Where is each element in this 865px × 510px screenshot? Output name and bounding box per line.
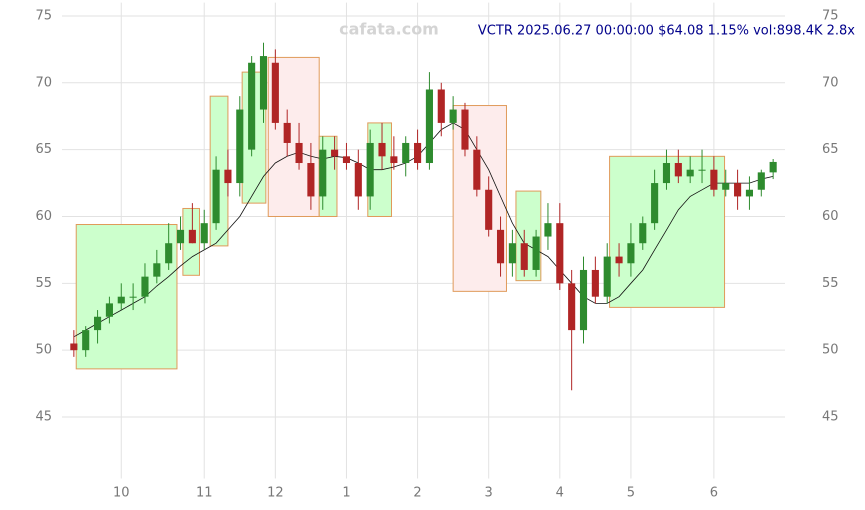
candle-body [473, 149, 481, 190]
candle-body [82, 330, 90, 351]
candle-body [686, 169, 694, 177]
moving-average [73, 122, 774, 338]
candle-body [710, 169, 718, 190]
candle-body [461, 109, 469, 150]
y-tick-label: 70 [35, 75, 52, 90]
candle-body [603, 256, 611, 297]
candle-body [248, 62, 256, 150]
candle-body [437, 89, 445, 123]
zone [75, 224, 178, 370]
candle-body [508, 243, 516, 264]
x-tick-label: 2 [413, 486, 421, 501]
candle-body [366, 142, 374, 197]
candle-body [579, 269, 588, 331]
candle-body [188, 229, 196, 244]
candle-body [651, 183, 659, 224]
candle-body [176, 229, 185, 244]
x-tick-label: 10 [113, 486, 130, 501]
candle-body [734, 183, 742, 197]
candle-body [532, 236, 540, 270]
x-tick-label: 4 [556, 486, 564, 501]
candle-body [390, 156, 398, 164]
candle-body [200, 223, 208, 244]
candle-body [425, 89, 433, 164]
candle-body [662, 163, 671, 184]
x-tick-label: 11 [196, 486, 213, 501]
y-tick-label-right: 55 [822, 276, 839, 291]
candle-body [295, 142, 303, 164]
candle-body [236, 109, 244, 184]
candle-body [496, 229, 505, 264]
y-tick-label-right: 65 [822, 142, 839, 157]
y-tick-label: 75 [35, 8, 52, 23]
candle-body [271, 62, 279, 123]
candle-body [757, 172, 765, 190]
candle-body [674, 163, 682, 177]
candle-body [94, 316, 102, 331]
candle-body [319, 149, 327, 197]
y-tick-label: 50 [35, 343, 52, 358]
candle-body [627, 243, 635, 264]
candle-body [307, 163, 315, 197]
y-tick-label: 45 [35, 410, 52, 425]
candle-body [117, 296, 125, 304]
chart-title: VCTR 2025.06.27 00:00:00 $64.08 1.15% vo… [478, 24, 855, 39]
candle-body [698, 169, 706, 171]
candle-body [615, 256, 623, 264]
candle-body [331, 149, 339, 157]
candle-body [520, 243, 528, 270]
candle-body [485, 189, 493, 230]
candle-body [224, 169, 232, 184]
x-tick-label: 5 [627, 486, 635, 501]
candle-body [378, 142, 386, 157]
x-tick-label: 1 [342, 486, 350, 501]
y-tick-label-right: 75 [822, 8, 839, 23]
y-tick-label-right: 50 [822, 343, 839, 358]
candle-body [568, 283, 576, 331]
candle-body [259, 56, 268, 110]
y-tick-label: 60 [35, 209, 52, 224]
zone [452, 105, 507, 292]
candle-body [153, 263, 161, 277]
candle-body [769, 161, 777, 173]
candle-body [354, 163, 362, 197]
x-tick-label: 12 [267, 486, 284, 501]
candle-body [342, 156, 351, 164]
candle-body [722, 183, 730, 190]
candle-body [129, 296, 137, 298]
candle-body [70, 343, 78, 351]
y-tick-label-right: 45 [822, 410, 839, 425]
candle-body [283, 122, 291, 143]
y-tick-label: 55 [35, 276, 52, 291]
candle-body [745, 189, 753, 197]
candle-body [556, 223, 564, 284]
candle-body [105, 303, 113, 317]
candle-body [544, 223, 552, 237]
candle-body [414, 142, 422, 164]
candle-body [165, 243, 173, 264]
x-tick-label: 6 [710, 486, 718, 501]
candle-body [402, 142, 410, 164]
y-tick-label-right: 70 [822, 75, 839, 90]
watermark: cafata.com [339, 20, 439, 39]
candle-body [212, 169, 220, 224]
candle-body [141, 276, 149, 297]
y-tick-label-right: 60 [822, 209, 839, 224]
candle-body [591, 269, 599, 297]
candle-body [449, 109, 457, 123]
candle-body [639, 223, 647, 244]
x-tick-label: 3 [485, 486, 493, 501]
y-tick-label: 65 [35, 142, 52, 157]
